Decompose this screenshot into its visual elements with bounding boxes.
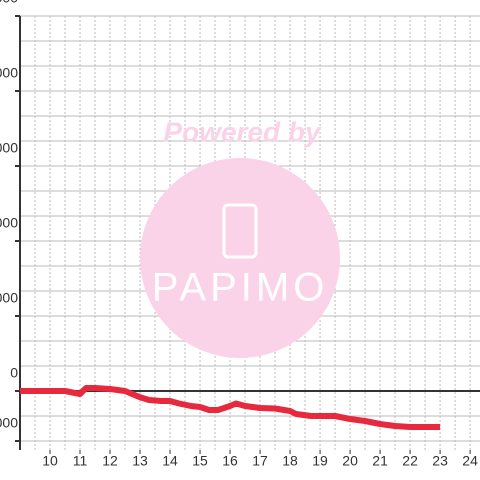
y-tick-label: -20,000 [0, 415, 18, 431]
line [20, 385, 441, 430]
watermark-text: Powered by [163, 116, 322, 147]
x-tick-label: 13 [132, 453, 148, 469]
watermark: Powered by PAPIMO [140, 116, 340, 358]
x-tick-label: 12 [102, 453, 118, 469]
watermark-logo: PAPIMO [152, 266, 329, 310]
x-tick-label: 17 [252, 453, 268, 469]
x-tick-label: 11 [73, 453, 88, 469]
x-tick-label: 22 [402, 453, 418, 469]
y-tick-label: 90,000 [0, 140, 18, 156]
x-tick-label: 20 [342, 453, 358, 469]
watermark-icon [222, 203, 258, 259]
x-tick-label: 15 [192, 453, 208, 469]
y-tick-label: 30,000 [0, 290, 18, 306]
y-tick-label: 60,000 [0, 215, 18, 231]
y-tick-label: 150,000 [0, 0, 18, 6]
x-tick-label: 16 [222, 453, 238, 469]
x-tick-label: 18 [282, 453, 298, 469]
x-tick-label: 24 [462, 453, 478, 469]
x-tick-label: 14 [162, 453, 178, 469]
x-tick-label: 10 [42, 453, 58, 469]
x-tick-label: 19 [312, 453, 328, 469]
y-tick-label: 0 [10, 365, 18, 381]
y-tick-label: 120,000 [0, 65, 18, 81]
x-tick-label: 23 [432, 453, 448, 469]
x-tick-label: 21 [372, 453, 388, 469]
